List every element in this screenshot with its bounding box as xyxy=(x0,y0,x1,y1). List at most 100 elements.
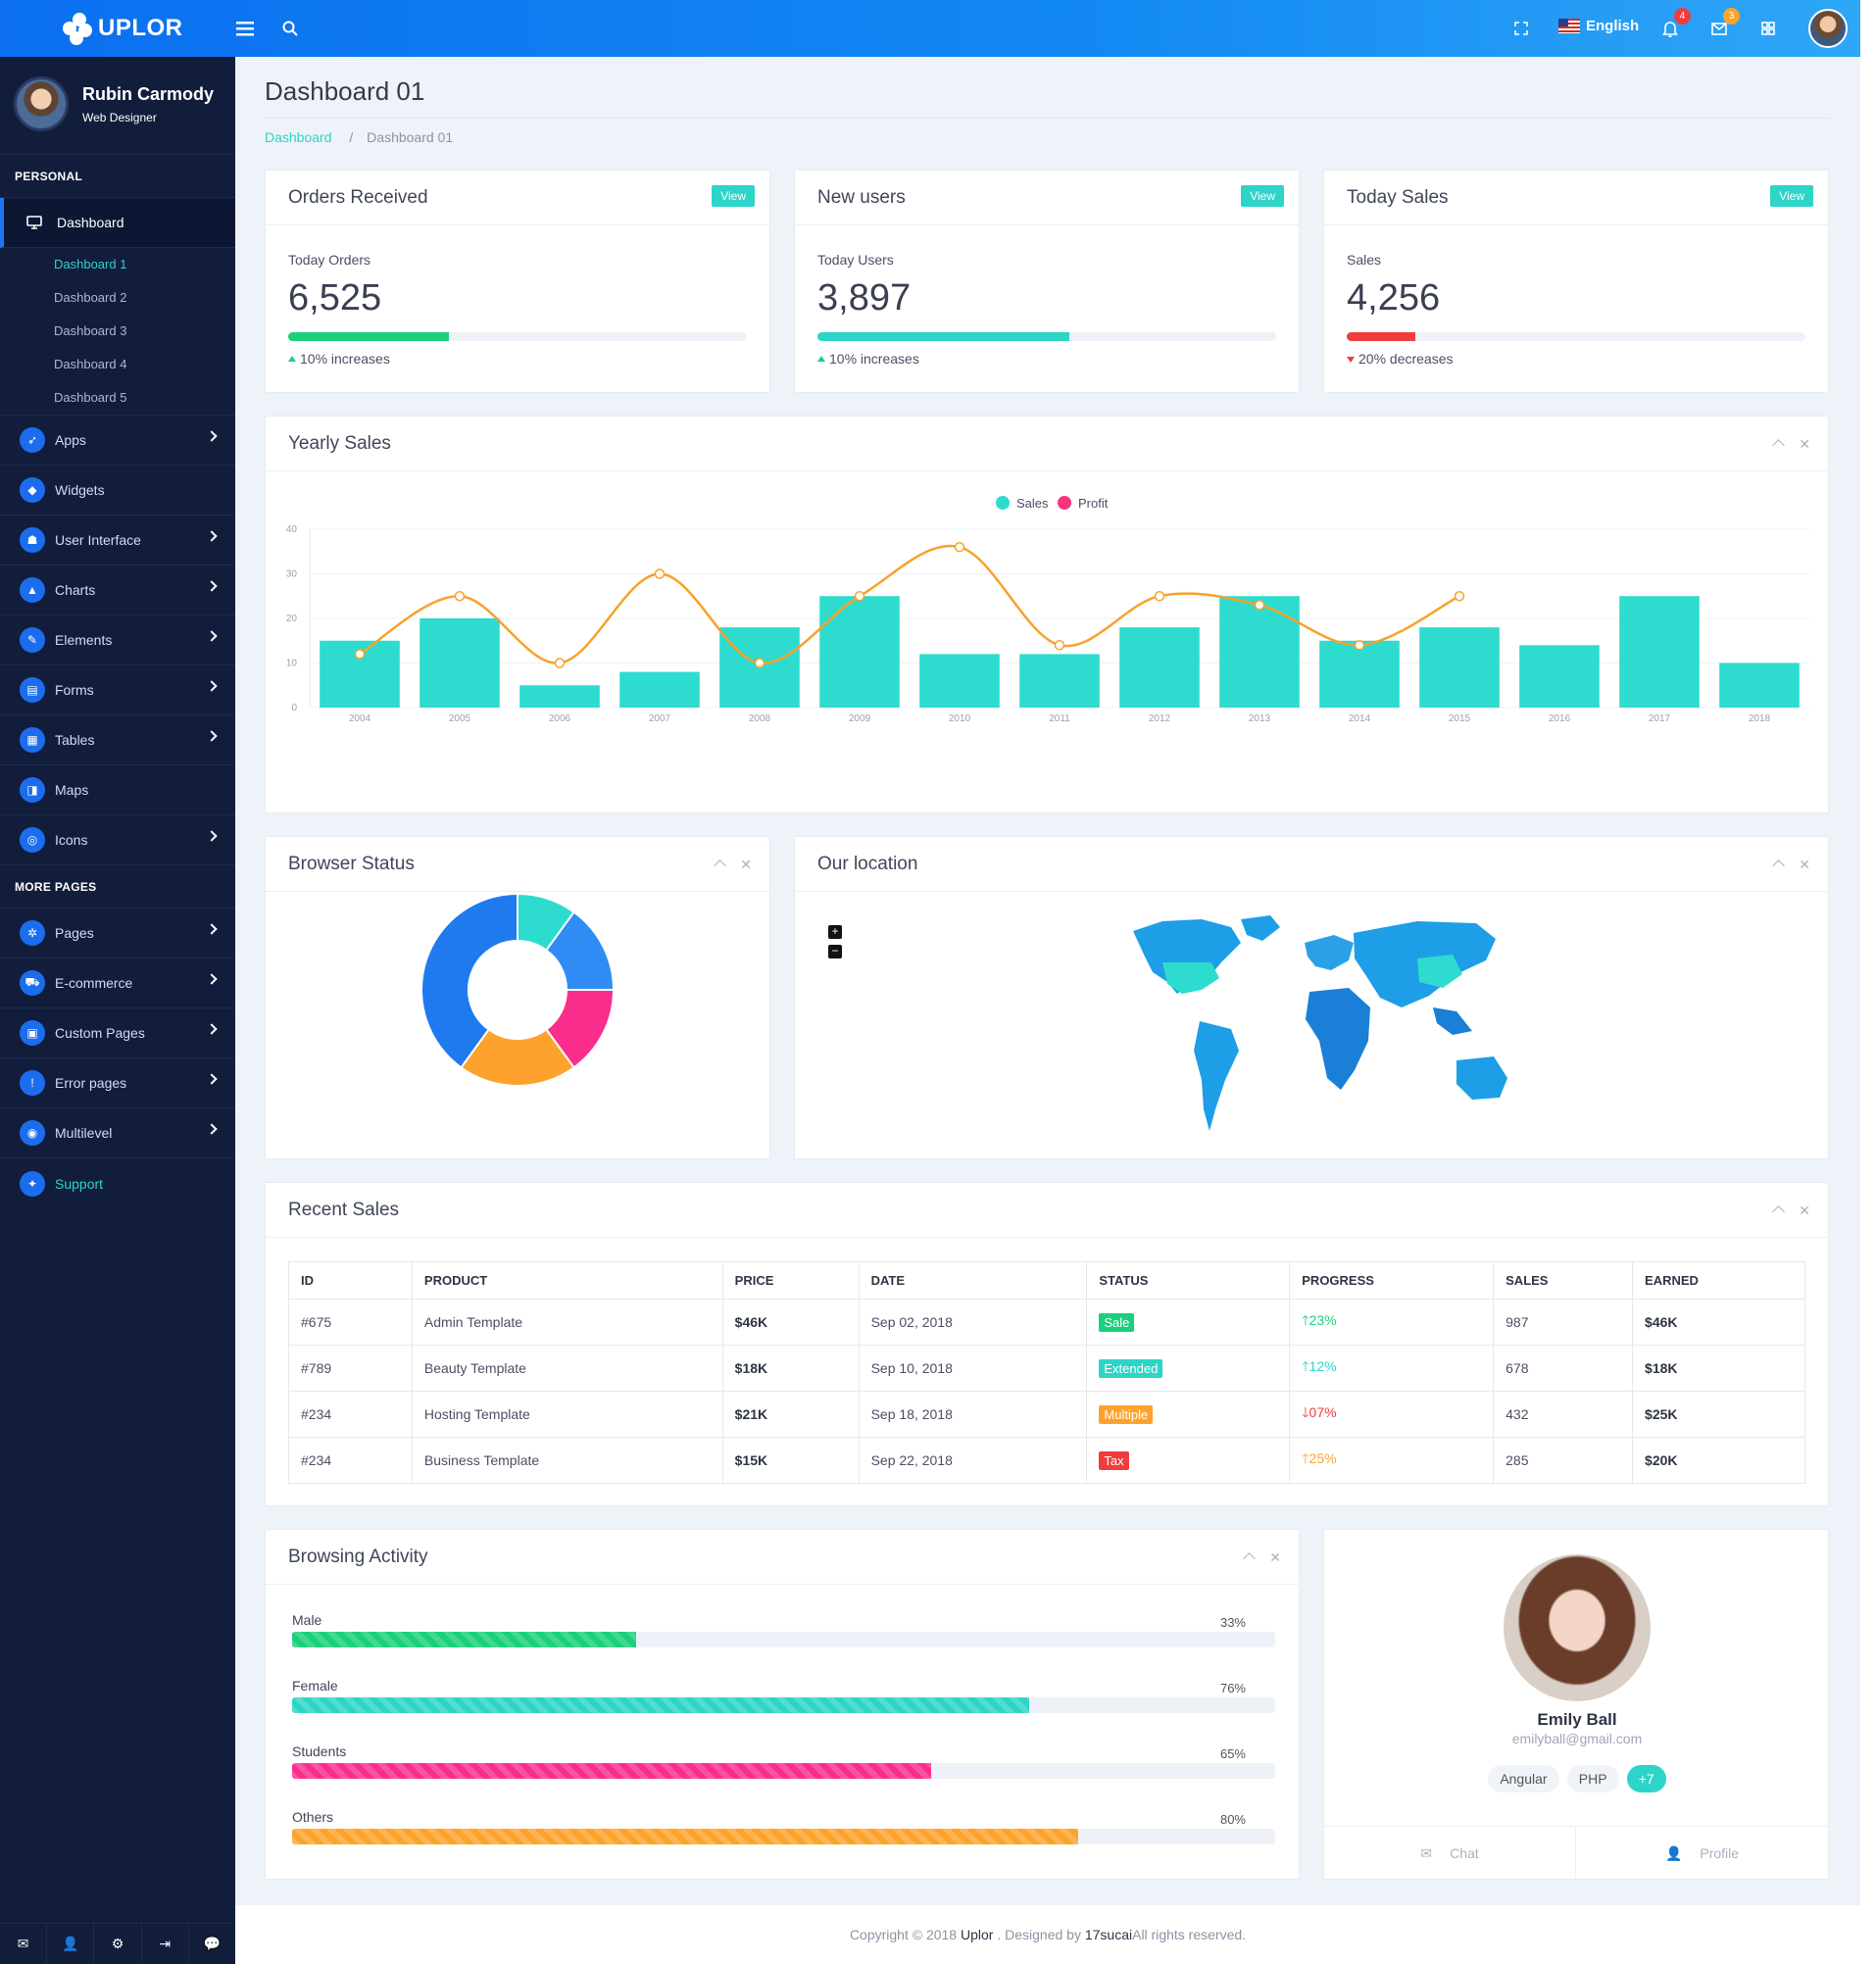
footer-designer-link[interactable]: 17sucai xyxy=(1084,1927,1133,1942)
notifications-bell-icon[interactable]: 4 xyxy=(1657,8,1691,41)
chevron-right-icon xyxy=(206,680,218,692)
tag-more[interactable]: +7 xyxy=(1626,1765,1666,1792)
sidebar-item-pages[interactable]: ✲ Pages xyxy=(0,908,235,958)
collapse-icon[interactable] xyxy=(714,859,727,872)
alert-icon: ! xyxy=(20,1070,45,1096)
profile-name: Rubin Carmody xyxy=(82,84,215,104)
column-header[interactable]: EARNED xyxy=(1632,1261,1805,1300)
submenu-item-dashboard-2[interactable]: Dashboard 2 xyxy=(54,290,127,305)
tag-php[interactable]: PHP xyxy=(1566,1765,1619,1792)
submenu-item-dashboard-4[interactable]: Dashboard 4 xyxy=(54,357,127,371)
section-title-personal: PERSONAL xyxy=(0,155,235,198)
table-row[interactable]: #234 Hosting Template $21K Sep 18, 2018 Mult… xyxy=(288,1391,1805,1438)
sidebar-item-ecommerce[interactable]: ⛟ E-commerce xyxy=(0,958,235,1008)
submenu-item-dashboard-5[interactable]: Dashboard 5 xyxy=(54,390,127,405)
sidebar-item-charts[interactable]: ▲ Charts xyxy=(0,565,235,615)
cell-status: Sale xyxy=(1086,1299,1291,1346)
collapse-icon[interactable] xyxy=(1243,1552,1257,1565)
sidebar-item-multilevel[interactable]: ◉ Multilevel xyxy=(0,1108,235,1158)
column-header[interactable]: PRODUCT xyxy=(411,1261,723,1300)
table-row[interactable]: #675 Admin Template $46K Sep 02, 2018 Sale 🡑2… xyxy=(288,1299,1805,1346)
y-tick-label: 30 xyxy=(286,569,298,580)
sidebar-item-user-interface[interactable]: ☗ User Interface xyxy=(0,516,235,565)
view-button[interactable]: View xyxy=(1770,185,1813,207)
chevron-right-icon xyxy=(206,923,218,935)
footer-brand-link[interactable]: Uplor xyxy=(960,1927,994,1942)
map-region-africa xyxy=(1306,988,1370,1090)
world-map[interactable] xyxy=(1123,913,1535,1139)
sidebar-item-maps[interactable]: ◨ Maps xyxy=(0,765,235,815)
sidebar-item-dashboard[interactable]: Dashboard xyxy=(0,198,235,248)
progress-percent: 65% xyxy=(1219,1746,1246,1761)
x-tick-label: 2010 xyxy=(949,713,971,724)
map-region-south-america xyxy=(1194,1021,1239,1131)
collapse-icon[interactable] xyxy=(1772,1205,1786,1218)
app-logo[interactable]: UPLOR xyxy=(63,12,183,45)
breadcrumb-home-link[interactable]: Dashboard xyxy=(265,129,332,145)
bar-sales-2018 xyxy=(1719,663,1800,708)
cell-price: $21K xyxy=(721,1391,860,1438)
progress-value: 25% xyxy=(1308,1450,1337,1466)
chat-bubble-icon[interactable]: 💬 xyxy=(203,1936,222,1951)
progress-value: 23% xyxy=(1308,1312,1337,1328)
table-row[interactable]: #789 Beauty Template $18K Sep 10, 2018 Exten… xyxy=(288,1345,1805,1392)
cell-earned: $18K xyxy=(1632,1345,1805,1392)
sidebar-item-custom-pages[interactable]: ▣ Custom Pages xyxy=(0,1008,235,1058)
app-name: UPLOR xyxy=(98,15,183,41)
sidebar-item-label: Elements xyxy=(55,632,113,648)
profile-photo[interactable] xyxy=(1504,1554,1651,1701)
column-header[interactable]: ID xyxy=(288,1261,413,1300)
tag-angular[interactable]: Angular xyxy=(1488,1765,1559,1792)
user-icon[interactable]: 👤 xyxy=(47,1924,95,1964)
sidebar-item-widgets[interactable]: ◆ Widgets xyxy=(0,466,235,516)
fullscreen-icon[interactable] xyxy=(1508,16,1534,41)
sidebar-item-error-pages[interactable]: ! Error pages xyxy=(0,1058,235,1108)
gear-icon[interactable]: ⚙ xyxy=(94,1924,142,1964)
view-button[interactable]: View xyxy=(1241,185,1284,207)
close-icon[interactable]: ✕ xyxy=(1799,857,1810,872)
point-profit-2010 xyxy=(954,541,965,553)
point-profit-2013 xyxy=(1254,600,1265,611)
profile-button[interactable]: 👤 Profile xyxy=(1576,1827,1828,1880)
chat-button[interactable]: ✉ Chat xyxy=(1324,1827,1576,1880)
sidebar-item-tables[interactable]: ▦ Tables xyxy=(0,715,235,765)
sidebar-item-elements[interactable]: ✎ Elements xyxy=(0,615,235,665)
logout-icon[interactable]: ⇥ xyxy=(142,1924,189,1964)
close-icon[interactable]: ✕ xyxy=(1799,436,1810,452)
view-button[interactable]: View xyxy=(712,185,755,207)
map-zoom-in-button[interactable]: + xyxy=(828,925,842,939)
collapse-icon[interactable] xyxy=(1772,859,1786,872)
collapse-icon[interactable] xyxy=(1772,439,1786,452)
column-header[interactable]: PROGRESS xyxy=(1289,1261,1495,1300)
submenu-item-dashboard-3[interactable]: Dashboard 3 xyxy=(54,323,127,338)
search-icon[interactable] xyxy=(277,16,303,41)
sidebar-item-forms[interactable]: ▤ Forms xyxy=(0,665,235,715)
language-selector[interactable]: English xyxy=(1558,18,1639,34)
donut-slice-4 xyxy=(420,894,518,1069)
arrow-down-icon xyxy=(1347,357,1355,363)
apps-grid-icon[interactable] xyxy=(1755,16,1781,41)
column-header[interactable]: PRICE xyxy=(721,1261,860,1300)
cell-price: $18K xyxy=(721,1345,860,1392)
submenu-item-dashboard-1[interactable]: Dashboard 1 xyxy=(54,257,127,271)
table-row[interactable]: #234 Business Template $15K Sep 22, 2018 Tax… xyxy=(288,1437,1805,1484)
close-icon[interactable]: ✕ xyxy=(1799,1203,1810,1218)
sidebar-item-support[interactable]: ✦ Support xyxy=(0,1158,235,1208)
mail-icon[interactable]: ✉ xyxy=(0,1924,48,1964)
profile-tags: Angular PHP +7 xyxy=(1324,1765,1830,1792)
messages-count-badge: 3 xyxy=(1723,8,1740,25)
menu-toggle-icon[interactable] xyxy=(232,16,258,41)
column-header[interactable]: STATUS xyxy=(1086,1261,1291,1300)
sidebar-item-icons[interactable]: ◎ Icons xyxy=(0,815,235,865)
close-icon[interactable]: ✕ xyxy=(740,857,752,872)
legend-marker-sales xyxy=(996,496,1010,510)
column-header[interactable]: SALES xyxy=(1493,1261,1634,1300)
column-header[interactable]: DATE xyxy=(858,1261,1088,1300)
user-avatar[interactable] xyxy=(1808,9,1848,48)
map-zoom-out-button[interactable]: − xyxy=(828,945,842,958)
x-tick-label: 2006 xyxy=(549,713,571,724)
profile-avatar[interactable] xyxy=(14,76,69,131)
messages-envelope-icon[interactable]: 3 xyxy=(1706,8,1740,41)
sidebar-item-apps[interactable]: ➶ Apps xyxy=(0,416,235,466)
close-icon[interactable]: ✕ xyxy=(1269,1549,1281,1565)
